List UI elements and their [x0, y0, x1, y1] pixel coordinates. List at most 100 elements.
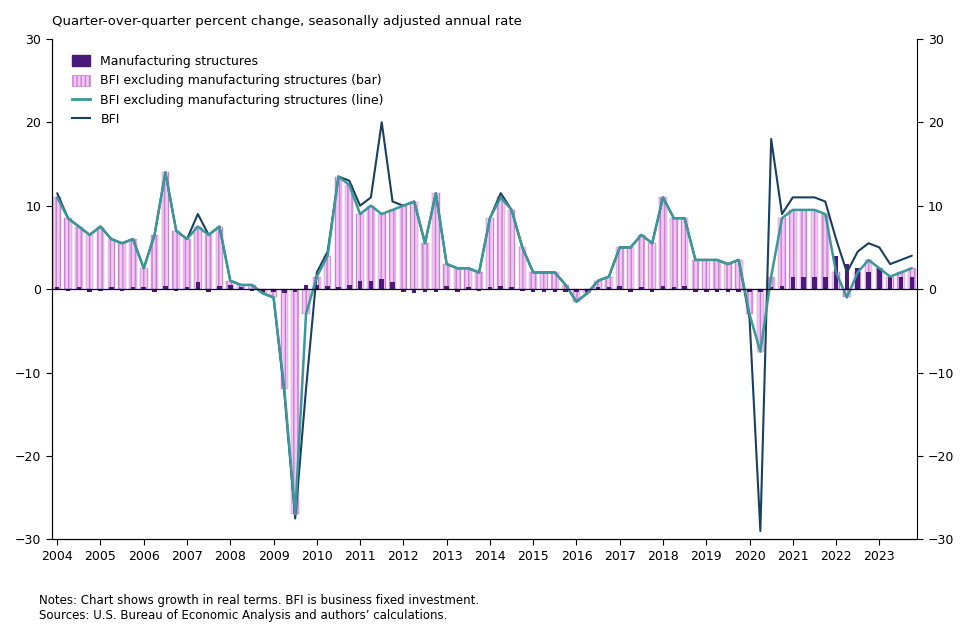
Bar: [261, 289, 265, 291]
Bar: [131, 286, 136, 289]
Bar: [108, 239, 115, 289]
Bar: [109, 286, 113, 289]
Bar: [876, 268, 883, 289]
Bar: [140, 268, 147, 289]
Bar: [746, 289, 753, 314]
Bar: [217, 286, 222, 289]
Bar: [767, 276, 775, 289]
Bar: [216, 227, 223, 289]
Bar: [228, 285, 233, 289]
Bar: [672, 286, 676, 289]
Bar: [238, 288, 243, 289]
Bar: [510, 286, 514, 289]
Bar: [476, 273, 483, 289]
Bar: [877, 268, 882, 289]
Bar: [747, 289, 752, 291]
Bar: [282, 289, 287, 293]
Bar: [477, 289, 482, 291]
Bar: [518, 247, 526, 289]
Bar: [616, 247, 623, 289]
Bar: [401, 289, 406, 291]
Bar: [346, 185, 353, 289]
Bar: [271, 289, 276, 291]
Bar: [453, 268, 461, 289]
Bar: [77, 288, 81, 289]
Bar: [281, 289, 288, 389]
Bar: [422, 243, 429, 289]
Bar: [118, 243, 126, 289]
Bar: [185, 286, 189, 289]
Bar: [357, 214, 364, 289]
Bar: [445, 286, 449, 289]
Bar: [334, 176, 342, 289]
Bar: [151, 235, 158, 289]
Bar: [908, 268, 916, 289]
Bar: [681, 218, 688, 289]
Bar: [358, 281, 362, 289]
Bar: [713, 260, 721, 289]
Bar: [704, 289, 708, 291]
Bar: [856, 268, 860, 289]
Bar: [443, 264, 451, 289]
Bar: [898, 276, 903, 289]
Bar: [724, 264, 732, 289]
Bar: [378, 214, 386, 289]
Bar: [64, 218, 72, 289]
Bar: [326, 286, 329, 289]
Bar: [778, 218, 786, 289]
Bar: [703, 260, 710, 289]
Bar: [55, 286, 59, 289]
Bar: [780, 286, 784, 289]
Bar: [433, 289, 438, 291]
Bar: [605, 276, 612, 289]
Bar: [120, 289, 124, 291]
Text: Quarter-over-quarter percent change, seasonally adjusted annual rate: Quarter-over-quarter percent change, sea…: [51, 15, 521, 28]
Bar: [799, 210, 807, 289]
Bar: [757, 289, 765, 352]
Bar: [542, 289, 547, 293]
Bar: [823, 276, 828, 289]
Bar: [583, 289, 591, 293]
Text: Sources: U.S. Bureau of Economic Analysis and authors’ calculations.: Sources: U.S. Bureau of Economic Analysi…: [39, 609, 447, 622]
Bar: [194, 227, 202, 289]
Bar: [432, 193, 440, 289]
Bar: [389, 210, 396, 289]
Bar: [303, 285, 308, 289]
Bar: [313, 276, 321, 289]
Text: Notes: Chart shows growth in real terms. BFI is business fixed investment.: Notes: Chart shows growth in real terms.…: [39, 594, 479, 607]
Bar: [692, 260, 700, 289]
Legend: Manufacturing structures, BFI excluding manufacturing structures (bar), BFI excl: Manufacturing structures, BFI excluding …: [67, 50, 389, 131]
Bar: [594, 281, 602, 289]
Bar: [864, 260, 872, 289]
Bar: [204, 235, 212, 289]
Bar: [607, 286, 611, 289]
Bar: [854, 273, 861, 289]
Bar: [529, 273, 537, 289]
Bar: [617, 286, 622, 289]
Bar: [173, 289, 178, 291]
Bar: [540, 273, 547, 289]
Bar: [585, 289, 589, 291]
Bar: [887, 276, 894, 289]
Bar: [129, 239, 137, 289]
Bar: [811, 210, 818, 289]
Bar: [832, 273, 840, 289]
Bar: [845, 264, 849, 289]
Bar: [596, 286, 601, 289]
Bar: [575, 289, 578, 293]
Bar: [293, 289, 297, 293]
Bar: [87, 289, 92, 291]
Bar: [53, 197, 61, 289]
Bar: [726, 289, 731, 291]
Bar: [183, 239, 191, 289]
Bar: [508, 210, 516, 289]
Bar: [412, 289, 417, 293]
Bar: [97, 227, 105, 289]
Bar: [75, 227, 82, 289]
Bar: [822, 214, 829, 289]
Bar: [910, 276, 914, 289]
Bar: [324, 256, 331, 289]
Bar: [659, 197, 667, 289]
Bar: [648, 243, 656, 289]
Bar: [269, 289, 277, 298]
